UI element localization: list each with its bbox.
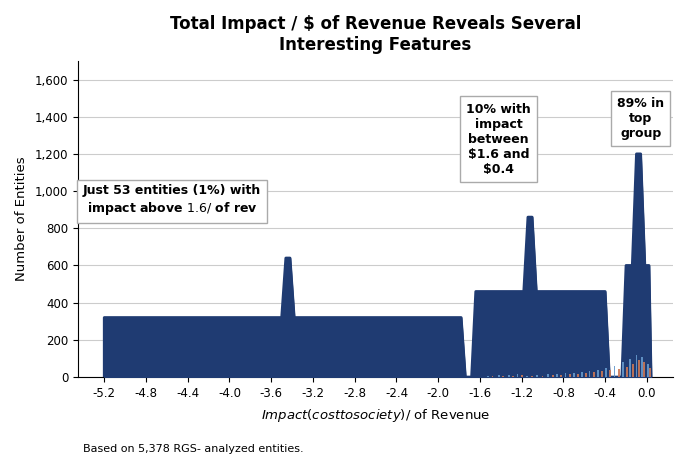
Bar xyxy=(581,372,583,377)
Bar xyxy=(517,374,519,377)
Bar xyxy=(636,355,637,377)
Bar xyxy=(610,370,612,377)
Bar xyxy=(626,367,628,377)
Bar xyxy=(577,374,579,377)
Bar xyxy=(585,373,588,377)
Bar xyxy=(638,360,640,377)
Bar xyxy=(498,375,499,377)
Bar xyxy=(597,370,599,377)
Y-axis label: Number of Entities: Number of Entities xyxy=(15,157,28,282)
Text: 89% in
top
group: 89% in top group xyxy=(617,97,664,140)
Text: 10% with
impact
between
$1.6 and
$0.4: 10% with impact between $1.6 and $0.4 xyxy=(466,102,531,175)
Bar xyxy=(647,364,649,377)
Bar xyxy=(565,373,566,377)
Bar xyxy=(491,376,493,377)
Bar xyxy=(643,362,645,377)
Bar xyxy=(630,359,631,377)
Bar xyxy=(649,368,651,377)
Bar xyxy=(593,372,594,377)
Bar xyxy=(487,376,489,377)
Bar xyxy=(601,372,603,377)
Bar xyxy=(526,376,528,377)
Bar xyxy=(513,376,514,377)
Bar xyxy=(556,374,558,377)
Bar xyxy=(552,375,554,377)
Bar xyxy=(521,375,523,377)
Bar xyxy=(632,364,634,377)
Bar xyxy=(588,371,590,377)
Bar xyxy=(605,368,607,377)
Bar xyxy=(641,356,643,377)
Bar xyxy=(502,376,504,377)
Text: Just 53 entities (1%) with
impact above $1.6 / $ of rev: Just 53 entities (1%) with impact above … xyxy=(83,184,261,217)
Text: Based on 5,378 RGS- analyzed entities.: Based on 5,378 RGS- analyzed entities. xyxy=(83,444,303,454)
Bar xyxy=(561,375,562,377)
Bar xyxy=(622,362,624,377)
X-axis label: $ Impact (cost to society) / $ of Revenue: $ Impact (cost to society) / $ of Revenu… xyxy=(261,407,491,424)
Bar xyxy=(531,376,533,377)
Bar xyxy=(541,376,544,377)
Bar xyxy=(618,369,620,377)
Bar xyxy=(569,374,570,377)
Bar xyxy=(573,373,574,377)
Bar xyxy=(508,375,510,377)
Title: Total Impact / $ of Revenue Reveals Several
Interesting Features: Total Impact / $ of Revenue Reveals Seve… xyxy=(170,15,581,54)
Bar xyxy=(547,374,549,377)
Bar xyxy=(614,366,616,377)
Bar xyxy=(537,375,538,377)
